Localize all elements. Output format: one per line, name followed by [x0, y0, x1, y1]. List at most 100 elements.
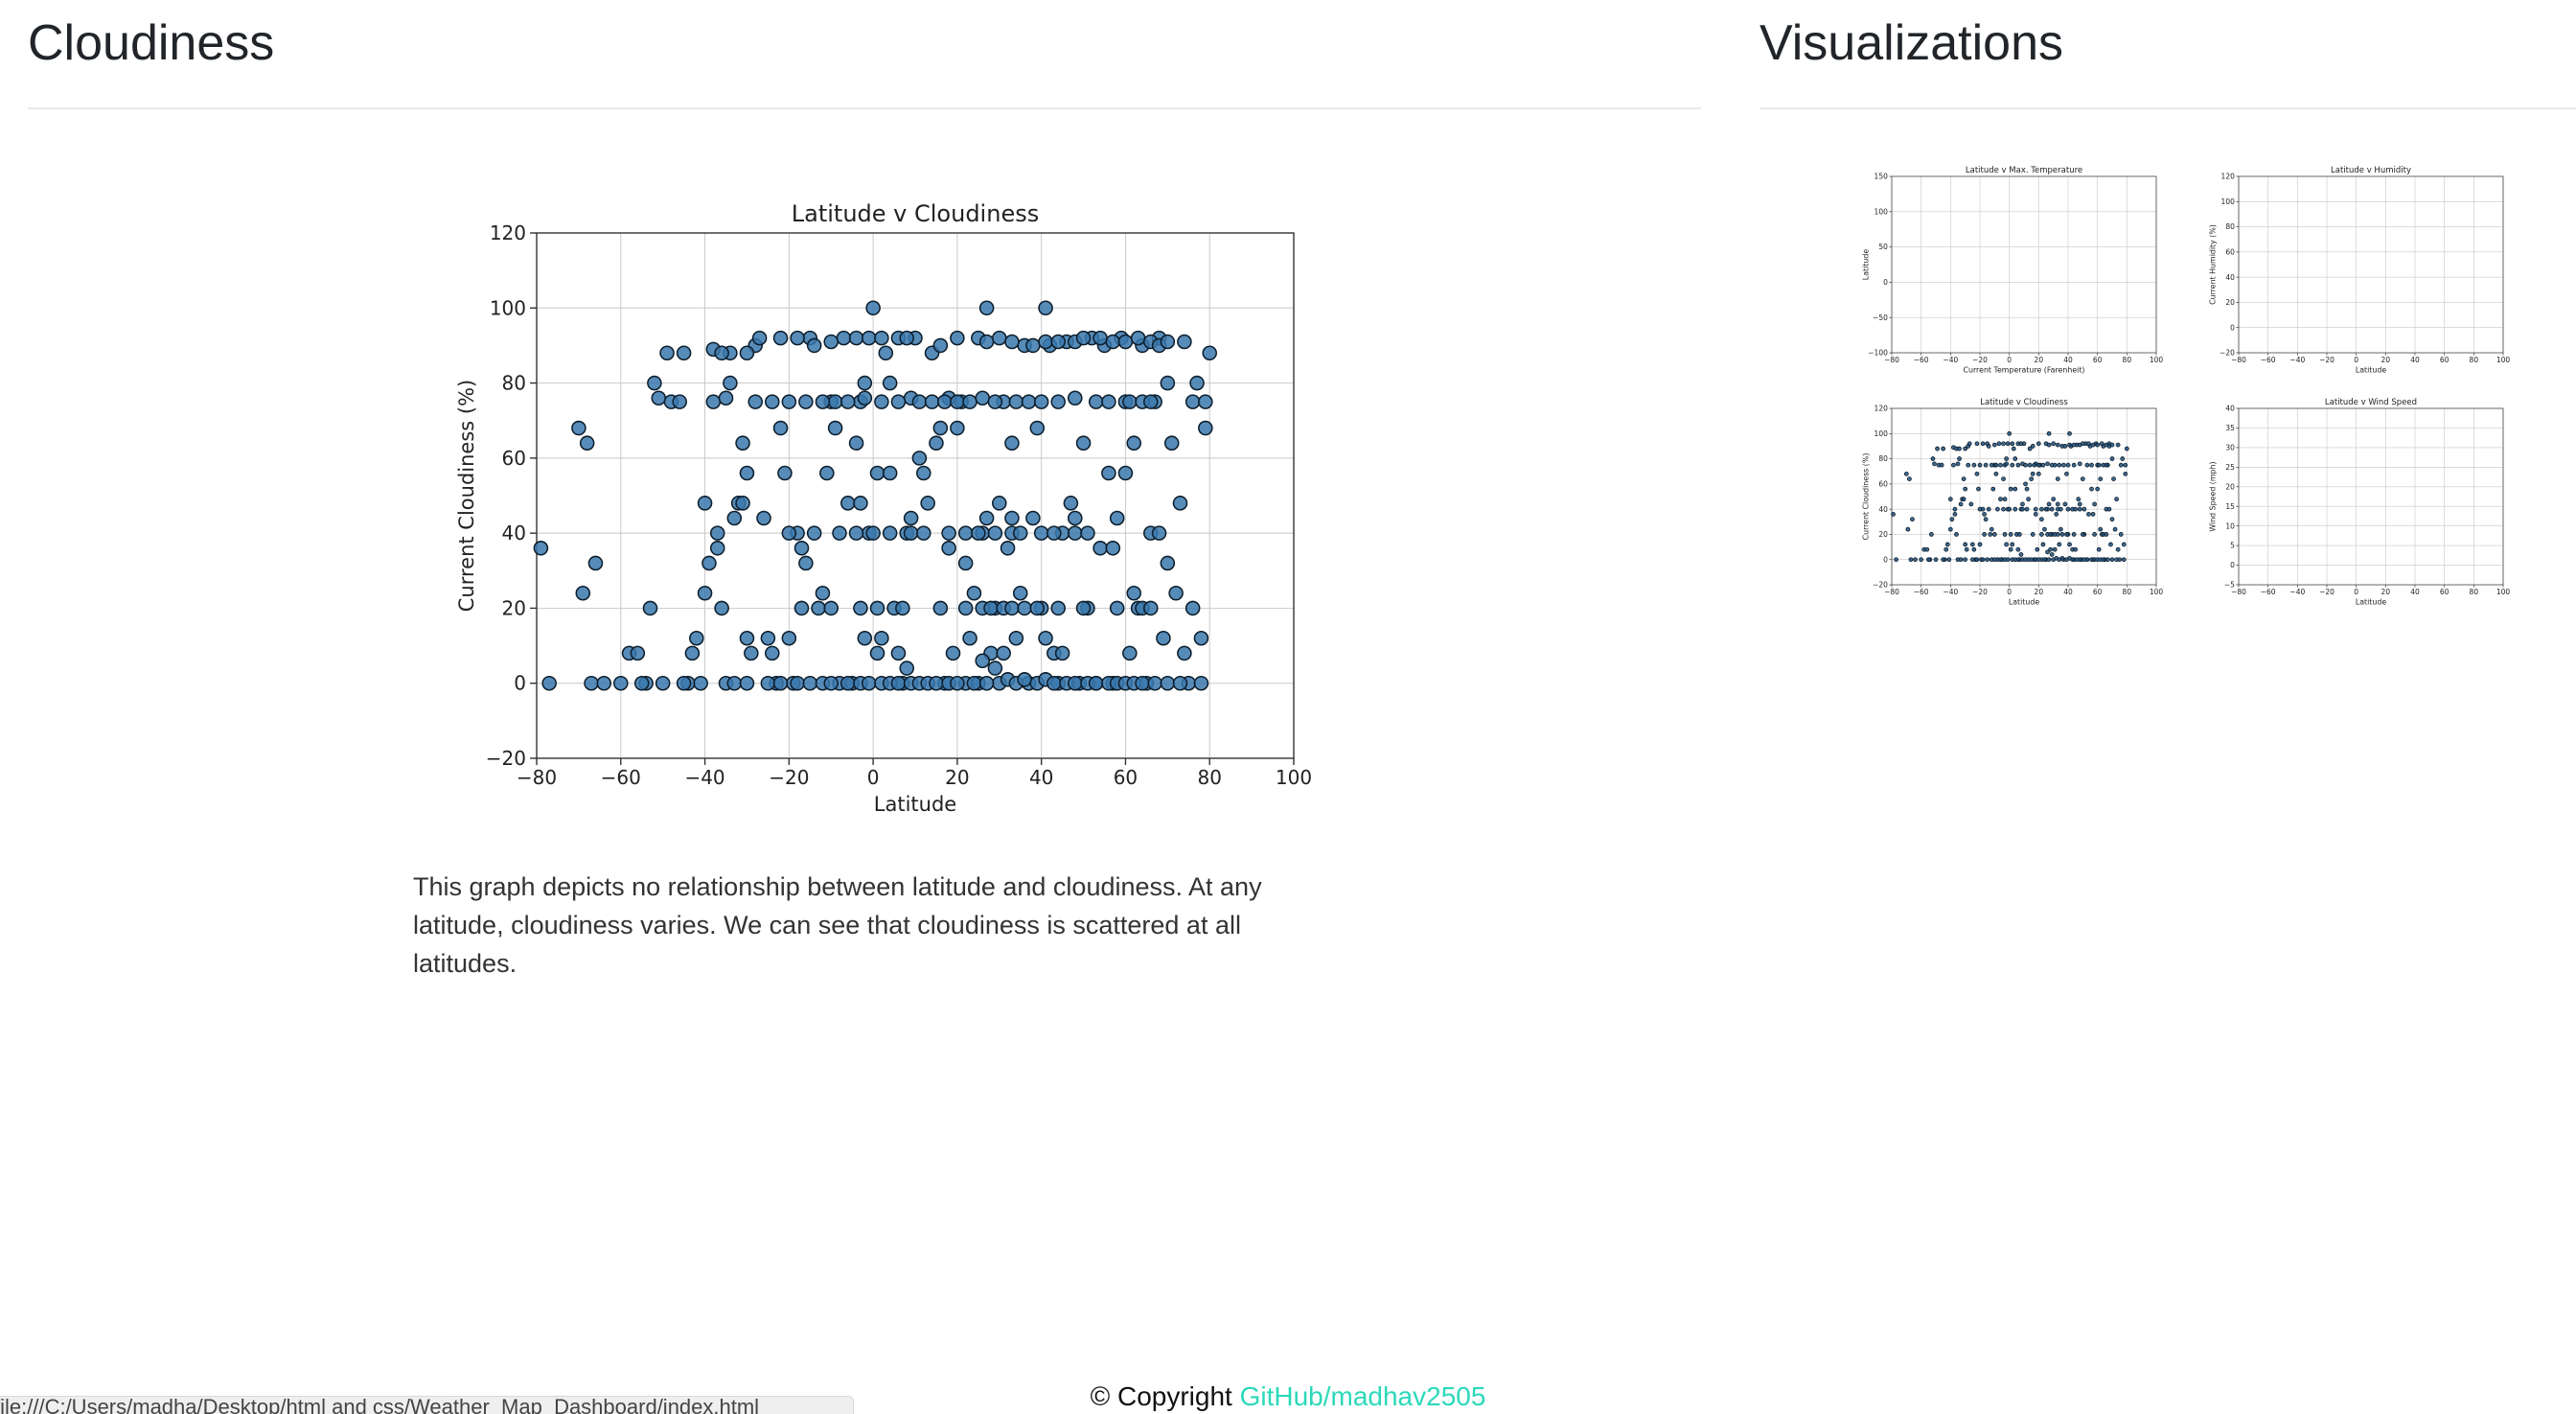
data-point	[865, 300, 881, 316]
data-point	[2020, 501, 2025, 507]
data-point	[1969, 542, 1975, 547]
data-point	[1168, 586, 1184, 601]
data-point	[1955, 461, 1961, 467]
data-point	[739, 465, 755, 481]
data-point	[2030, 532, 2036, 537]
data-point	[1075, 330, 1092, 346]
data-point	[575, 586, 591, 601]
data-point	[2071, 532, 2077, 537]
data-point	[916, 465, 932, 481]
data-point	[975, 653, 990, 668]
chart-title: Latitude v Max. Temperature	[1966, 166, 2082, 175]
data-point	[2027, 462, 2033, 468]
data-point	[2055, 501, 2060, 507]
data-point	[1993, 471, 1999, 476]
data-point	[802, 675, 818, 691]
data-point	[2023, 462, 2028, 468]
tick-label-x: −60	[2261, 356, 2276, 364]
data-point	[2015, 557, 2021, 563]
data-point	[2062, 444, 2068, 449]
tick-label-x: 0	[867, 766, 880, 789]
data-point	[2029, 476, 2035, 481]
data-point	[815, 586, 831, 601]
data-point	[2042, 557, 2047, 563]
data-point	[1038, 630, 1053, 646]
thumb-temperature-chart[interactable]: −80 −60 −40 −20 0 20 40 60 80 100 −100 −50 0 50 100 150…	[1850, 161, 2175, 380]
data-point	[966, 675, 982, 691]
data-point	[1105, 541, 1121, 556]
data-point	[1092, 330, 1108, 346]
data-point	[2065, 506, 2071, 512]
tick-label-x: −80	[1884, 588, 1899, 596]
data-point	[1068, 525, 1083, 541]
data-point	[2073, 546, 2079, 552]
tick-label-y: −50	[1873, 313, 1888, 322]
thumb-humidity-chart[interactable]: −80 −60 −40 −20 0 20 40 60 80 100 −20 0 20 40 60 80 100 1…	[2196, 161, 2522, 380]
data-point	[744, 645, 759, 661]
data-point	[2061, 462, 2066, 468]
tick-label-x: 20	[2035, 356, 2044, 364]
tick-label-y: 80	[502, 372, 526, 395]
data-point	[987, 394, 1003, 409]
data-point	[1177, 334, 1192, 350]
data-point	[1160, 375, 1176, 391]
tick-label-y: 20	[502, 596, 526, 619]
data-point	[957, 600, 974, 616]
data-point	[861, 675, 877, 691]
data-point	[2070, 557, 2075, 563]
data-point	[2095, 442, 2101, 448]
data-point	[2058, 526, 2063, 532]
tick-label-x: 100	[2150, 356, 2164, 364]
data-point	[2108, 542, 2113, 547]
data-point	[2084, 462, 2090, 468]
footer: © Copyright GitHub/madhav2505	[0, 1380, 2576, 1413]
tick-label-x: −20	[1972, 588, 1988, 596]
thumb-cloudiness-chart[interactable]: −80 −60 −40 −20 0 20 40 60 80 100 −20 0 20 40 60 80 100 1…	[1850, 393, 2175, 612]
plot-area	[1892, 408, 2156, 585]
tick-label-x: 100	[1276, 766, 1312, 789]
data-point	[1891, 512, 1896, 517]
tick-label-x: −80	[2231, 356, 2246, 364]
data-point	[1109, 600, 1125, 616]
data-point	[903, 510, 919, 526]
thumb-wind-chart[interactable]: −80 −60 −40 −20 0 20 40 60 80 100 −5 0 5 10 15 20 25 30 35…	[2196, 393, 2522, 612]
data-point	[1160, 555, 1176, 571]
tick-label-x: −40	[2289, 356, 2305, 364]
chart-title: Latitude v Cloudiness	[792, 200, 1039, 227]
data-point	[1966, 441, 1972, 447]
data-point	[2030, 444, 2036, 449]
data-point	[1977, 506, 1983, 512]
data-point	[1033, 394, 1049, 409]
data-point	[1189, 375, 1205, 391]
data-point	[2023, 481, 2028, 487]
data-point	[1998, 462, 2003, 468]
data-point	[2004, 461, 2009, 467]
data-point	[2036, 441, 2041, 447]
data-point	[950, 394, 965, 409]
data-point	[1910, 517, 1915, 522]
data-point	[1046, 675, 1062, 691]
github-link[interactable]: GitHub/madhav2505	[1239, 1381, 1486, 1411]
tick-label-x: −40	[684, 766, 724, 789]
data-point	[1068, 675, 1083, 691]
data-point	[957, 555, 974, 571]
data-point	[2055, 476, 2060, 481]
tick-label-y: 120	[1874, 405, 1889, 413]
data-point	[932, 600, 949, 616]
data-point	[2115, 442, 2121, 448]
y-axis-label: Current Humidity (%)	[2208, 224, 2217, 305]
data-point	[1126, 435, 1141, 451]
data-point	[945, 645, 961, 661]
data-point	[1122, 645, 1138, 661]
data-point	[584, 675, 599, 691]
tick-label-x: 60	[2093, 356, 2103, 364]
tick-label-y: −5	[2224, 581, 2235, 590]
data-point	[2111, 476, 2116, 481]
data-point	[1947, 497, 1953, 502]
data-point	[2001, 441, 2006, 447]
tick-label-x: −60	[1914, 588, 1929, 596]
data-point	[2077, 461, 2082, 467]
data-point	[2049, 552, 2055, 557]
data-point	[1958, 501, 1964, 507]
tick-label-x: 20	[2381, 588, 2391, 596]
